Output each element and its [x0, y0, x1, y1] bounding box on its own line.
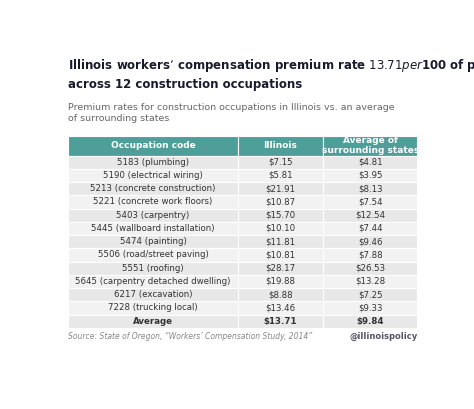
- Text: 5506 (road/street paving): 5506 (road/street paving): [98, 250, 209, 259]
- Text: $7.25: $7.25: [358, 290, 383, 299]
- Bar: [68, 196, 237, 209]
- Text: Average: Average: [133, 317, 173, 326]
- Text: $11.81: $11.81: [265, 237, 295, 246]
- Text: $15.70: $15.70: [265, 211, 295, 220]
- Text: $3.95: $3.95: [358, 171, 383, 180]
- Text: $13.71: $13.71: [264, 317, 297, 326]
- Text: 5551 (roofing): 5551 (roofing): [122, 264, 184, 273]
- Text: $9.46: $9.46: [358, 237, 383, 246]
- Bar: [68, 209, 237, 222]
- Text: $10.87: $10.87: [265, 198, 295, 207]
- Text: $10.81: $10.81: [265, 250, 295, 259]
- Bar: [323, 169, 418, 182]
- Text: $7.15: $7.15: [268, 158, 293, 167]
- Text: 5645 (carpentry detached dwelling): 5645 (carpentry detached dwelling): [75, 277, 231, 286]
- Text: $9.84: $9.84: [356, 317, 384, 326]
- Text: Illinois workers’ compensation premium rate $13.71 per $100 of payroll
across 12: Illinois workers’ compensation premium r…: [68, 57, 474, 91]
- Text: 6217 (excavation): 6217 (excavation): [114, 290, 192, 299]
- Text: Occupation code: Occupation code: [111, 141, 195, 150]
- Bar: [68, 315, 237, 328]
- Text: 5403 (carpentry): 5403 (carpentry): [117, 211, 190, 220]
- Bar: [237, 275, 323, 288]
- Text: 7228 (trucking local): 7228 (trucking local): [108, 303, 198, 312]
- Bar: [68, 248, 237, 261]
- Bar: [323, 222, 418, 235]
- Bar: [237, 301, 323, 315]
- Text: $8.88: $8.88: [268, 290, 293, 299]
- Text: $13.28: $13.28: [355, 277, 385, 286]
- Text: 5221 (concrete work floors): 5221 (concrete work floors): [93, 198, 213, 207]
- Text: 5213 (concrete construction): 5213 (concrete construction): [91, 184, 216, 193]
- Text: $7.88: $7.88: [358, 250, 383, 259]
- Text: 5445 (wallboard installation): 5445 (wallboard installation): [91, 224, 215, 233]
- Bar: [68, 235, 237, 248]
- Bar: [323, 196, 418, 209]
- Text: $26.53: $26.53: [355, 264, 385, 273]
- Bar: [323, 209, 418, 222]
- Bar: [323, 235, 418, 248]
- Bar: [68, 182, 237, 196]
- Bar: [237, 235, 323, 248]
- Text: Illinois: Illinois: [264, 141, 297, 150]
- Bar: [323, 182, 418, 196]
- Text: $8.13: $8.13: [358, 184, 383, 193]
- Text: Source: State of Oregon, “Workers’ Compensation Study, 2014”: Source: State of Oregon, “Workers’ Compe…: [68, 333, 313, 342]
- Bar: [323, 136, 418, 155]
- Text: 5183 (plumbing): 5183 (plumbing): [117, 158, 189, 167]
- Text: $12.54: $12.54: [355, 211, 385, 220]
- Bar: [237, 288, 323, 301]
- Bar: [68, 275, 237, 288]
- Text: 5474 (painting): 5474 (painting): [120, 237, 186, 246]
- Text: $9.33: $9.33: [358, 303, 383, 312]
- Bar: [323, 275, 418, 288]
- Bar: [237, 261, 323, 275]
- Bar: [237, 196, 323, 209]
- Bar: [237, 169, 323, 182]
- Text: $21.91: $21.91: [265, 184, 295, 193]
- Text: $5.81: $5.81: [268, 171, 293, 180]
- Text: $19.88: $19.88: [265, 277, 295, 286]
- Bar: [323, 248, 418, 261]
- Bar: [237, 209, 323, 222]
- Bar: [237, 155, 323, 169]
- Text: $28.17: $28.17: [265, 264, 295, 273]
- Text: $13.46: $13.46: [265, 303, 295, 312]
- Bar: [237, 315, 323, 328]
- Text: $10.10: $10.10: [265, 224, 295, 233]
- Text: @illinoispolicy: @illinoispolicy: [349, 332, 418, 342]
- Bar: [68, 301, 237, 315]
- Text: $7.54: $7.54: [358, 198, 383, 207]
- Text: Average of
surrounding states: Average of surrounding states: [322, 136, 419, 155]
- Bar: [323, 155, 418, 169]
- Text: Premium rates for construction occupations in Illinois vs. an average
of surroun: Premium rates for construction occupatio…: [68, 103, 395, 124]
- Bar: [237, 248, 323, 261]
- Bar: [323, 315, 418, 328]
- Bar: [68, 169, 237, 182]
- Bar: [237, 182, 323, 196]
- Bar: [68, 136, 237, 155]
- Bar: [323, 301, 418, 315]
- Bar: [323, 261, 418, 275]
- Bar: [68, 222, 237, 235]
- Text: 5190 (electrical wiring): 5190 (electrical wiring): [103, 171, 203, 180]
- Bar: [68, 288, 237, 301]
- Bar: [237, 222, 323, 235]
- Text: $4.81: $4.81: [358, 158, 383, 167]
- Bar: [323, 288, 418, 301]
- Bar: [68, 261, 237, 275]
- Text: $7.44: $7.44: [358, 224, 383, 233]
- Bar: [68, 155, 237, 169]
- Bar: [237, 136, 323, 155]
